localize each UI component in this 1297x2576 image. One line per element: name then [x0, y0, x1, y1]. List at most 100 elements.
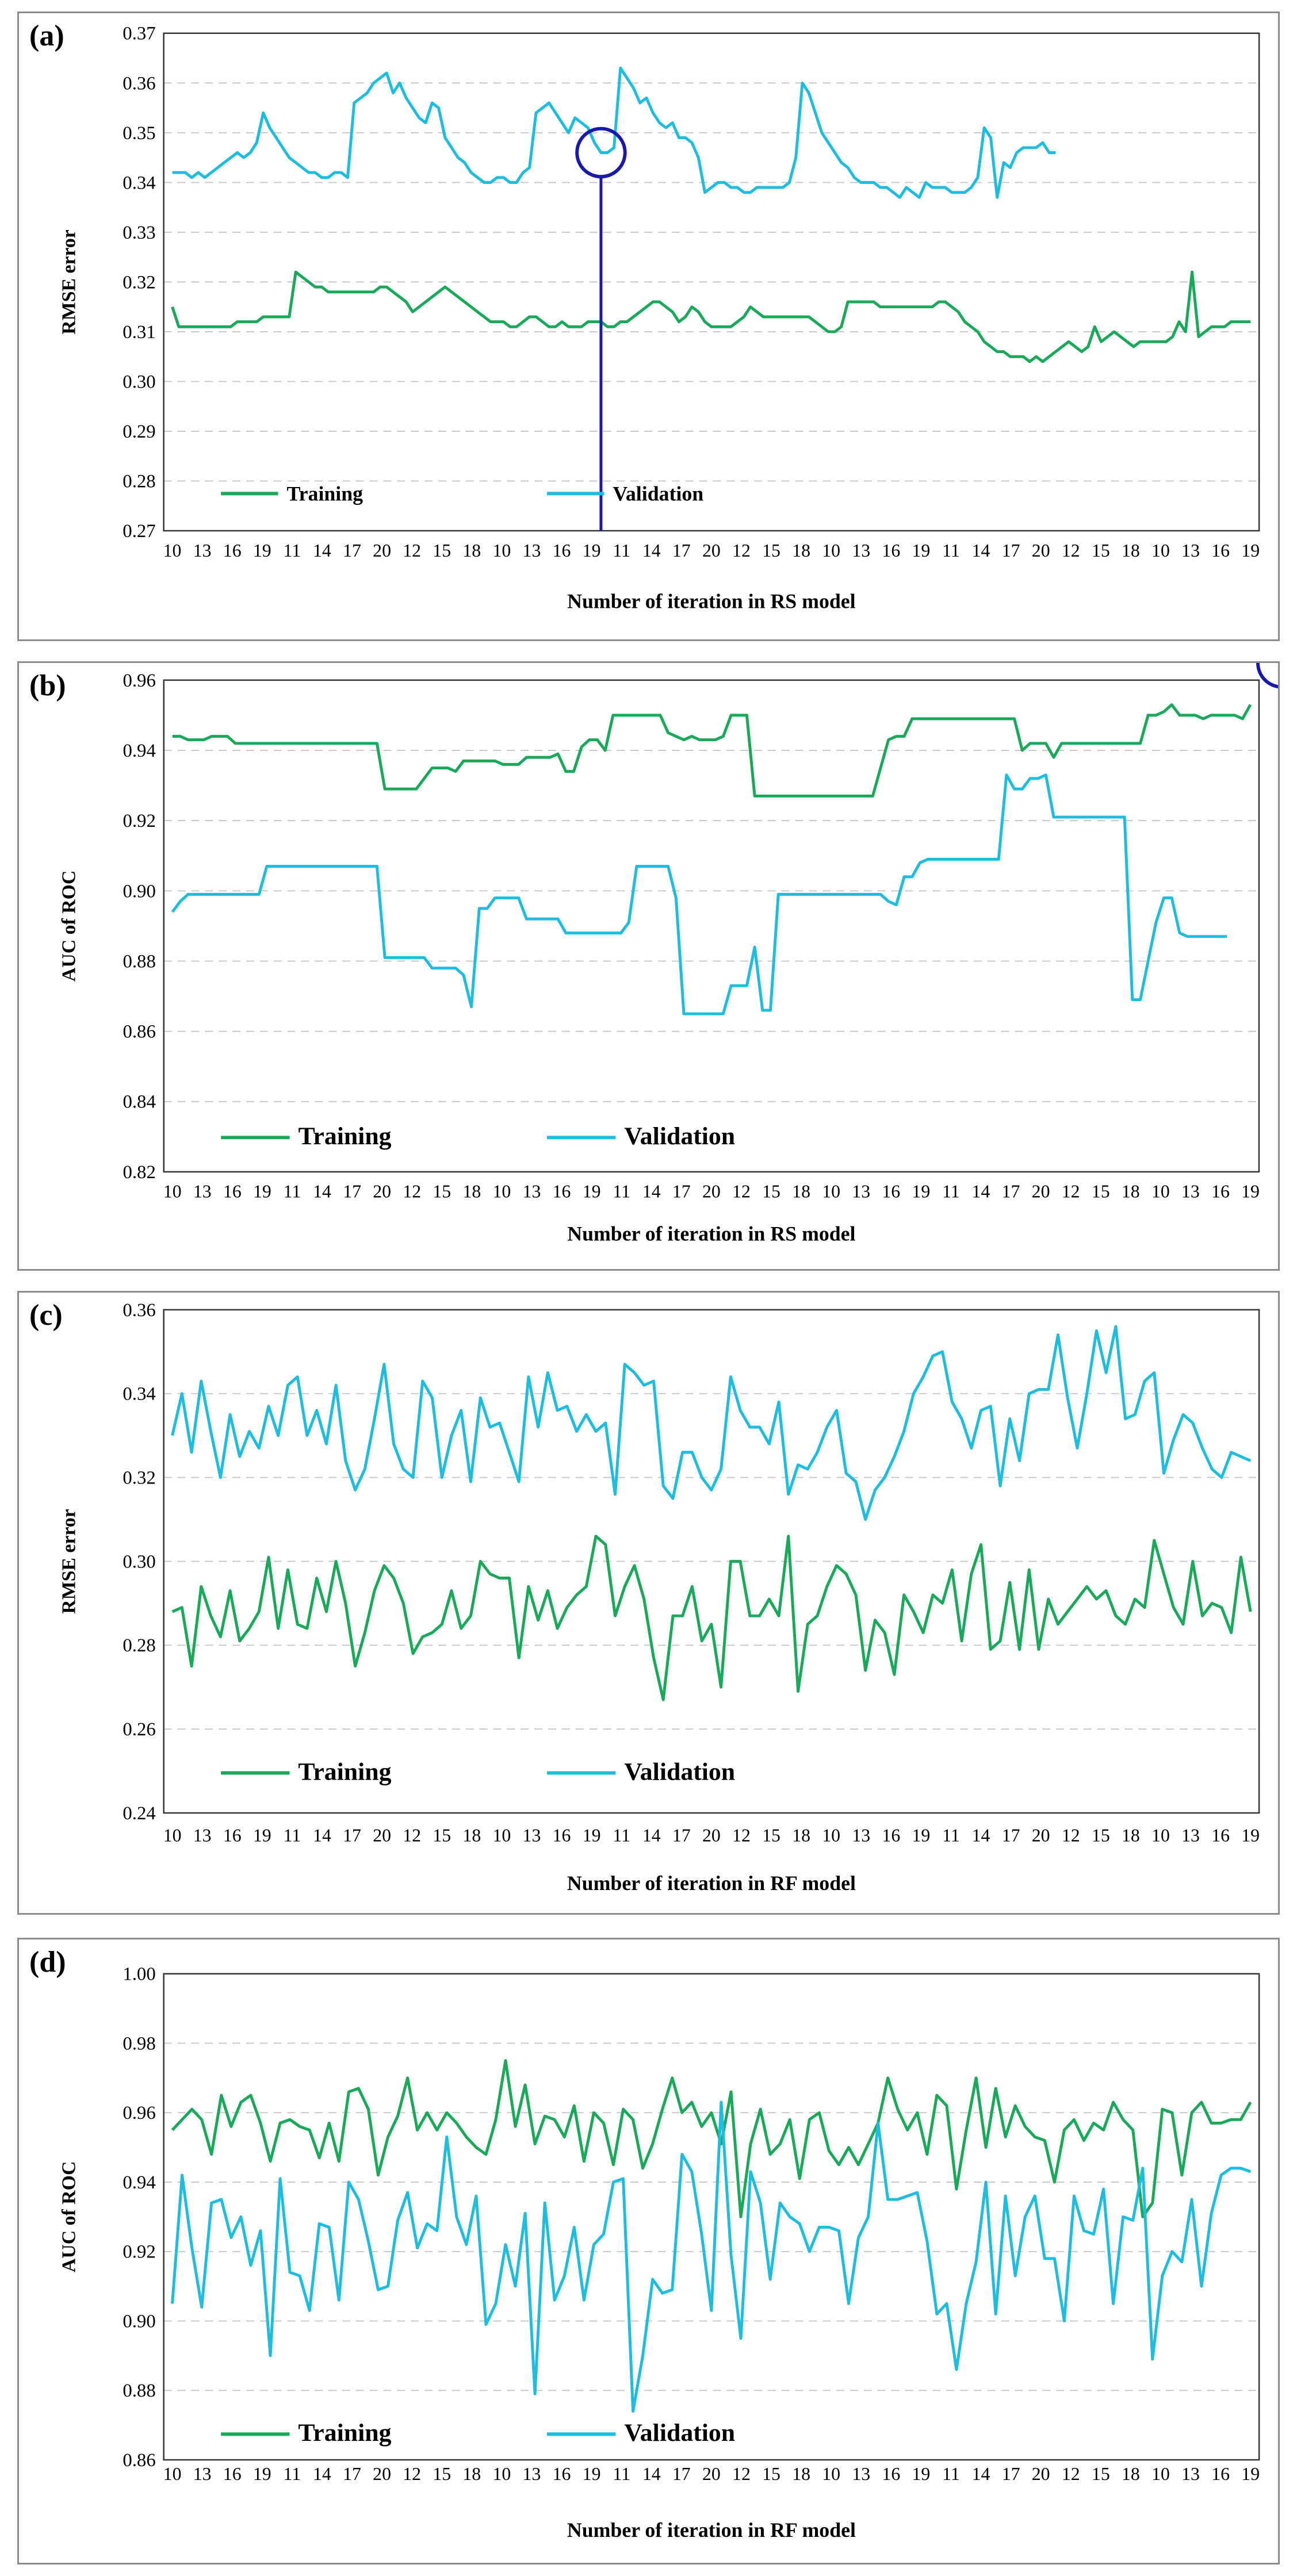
y-tick-label-b-5: 0.92: [123, 811, 155, 831]
x-tick-label-b-27: 14: [972, 1182, 990, 1202]
series-line-training-b: [172, 703, 1252, 798]
y-tick-label-a-4: 0.31: [123, 322, 155, 343]
x-tick-label-b-25: 19: [912, 1182, 930, 1202]
x-tick-label-c-21: 18: [792, 1826, 810, 1846]
x-tick-label-b-12: 13: [523, 1182, 541, 1202]
x-tick-label-a-5: 14: [313, 540, 331, 561]
x-tick-label-d-23: 13: [852, 2464, 870, 2484]
y-tick-label-c-3: 0.30: [123, 1551, 155, 1572]
y-tick-label-a-0: 0.27: [123, 521, 155, 542]
x-tick-label-d-34: 13: [1181, 2464, 1200, 2484]
x-tick-label-d-27: 14: [972, 2464, 990, 2484]
x-tick-label-a-23: 13: [852, 540, 870, 561]
series-line-validation-d: [171, 2100, 1252, 2413]
x-tick-label-b-9: 15: [433, 1182, 451, 1202]
x-tick-label-c-31: 15: [1092, 1826, 1110, 1846]
x-tick-label-b-31: 15: [1092, 1182, 1110, 1202]
y-axis-label-c: RMSE error: [59, 1509, 80, 1613]
chart-c: 0.24 0.26 0.28 0.30 0.32 0.34 0.36 10 13 16 19 11 14…: [59, 1300, 1260, 1895]
series-line-training-d: [171, 2059, 1252, 2218]
x-tick-label-b-23: 13: [852, 1182, 870, 1202]
plot-area-d: [163, 1973, 1260, 2461]
plot-area-c: [163, 1309, 1260, 1814]
y-tick-label-b-2: 0.86: [123, 1022, 155, 1042]
x-tick-label-c-11: 10: [492, 1826, 511, 1846]
y-tick-label-c-6: 0.36: [123, 1300, 155, 1321]
x-tick-label-a-33: 10: [1151, 540, 1170, 561]
chart-panel-b: 0.82 0.84 0.86 0.88 0.90 0.92 0.94 0.96 10 13 16 19…: [17, 661, 1280, 1271]
x-axis-label-c: Number of iteration in RF model: [567, 1872, 856, 1895]
x-tick-label-b-19: 12: [732, 1182, 751, 1202]
y-tick-label-a-9: 0.36: [123, 73, 155, 94]
x-tick-label-a-26: 11: [942, 540, 960, 561]
x-tick-label-c-4: 11: [284, 1826, 301, 1846]
x-tick-label-c-20: 15: [762, 1826, 781, 1846]
x-tick-label-d-33: 10: [1151, 2464, 1170, 2484]
x-tick-label-b-21: 18: [792, 1182, 810, 1202]
x-tick-label-a-6: 17: [343, 540, 361, 561]
y-tick-label-c-5: 0.34: [123, 1384, 155, 1405]
series-line-validation-a: [172, 66, 1056, 199]
x-tick-label-c-29: 20: [1032, 1826, 1050, 1846]
legend-label-validation-b: Validation: [624, 1122, 735, 1150]
x-tick-label-b-1: 13: [193, 1182, 212, 1202]
x-tick-label-c-26: 11: [942, 1826, 960, 1846]
x-tick-label-a-22: 10: [822, 540, 840, 561]
x-tick-label-b-20: 15: [762, 1182, 781, 1202]
x-tick-label-c-32: 18: [1122, 1826, 1140, 1846]
y-tick-label-c-0: 0.24: [123, 1803, 155, 1824]
x-tick-label-c-2: 16: [223, 1826, 242, 1846]
x-tick-label-b-16: 14: [642, 1182, 661, 1202]
x-tick-label-a-32: 18: [1122, 540, 1140, 561]
x-tick-label-c-16: 14: [642, 1826, 661, 1846]
x-tick-label-c-6: 17: [343, 1826, 361, 1846]
x-tick-label-d-28: 17: [1002, 2464, 1020, 2484]
x-tick-label-d-15: 11: [613, 2464, 630, 2484]
x-tick-label-b-5: 14: [313, 1182, 331, 1202]
x-tick-label-d-11: 10: [492, 2464, 511, 2484]
x-tick-label-d-3: 19: [253, 2464, 271, 2484]
x-tick-label-d-26: 11: [942, 2464, 960, 2484]
plot-area-a: [163, 32, 1260, 532]
x-tick-label-d-4: 11: [284, 2464, 301, 2484]
x-tick-label-d-36: 19: [1241, 2464, 1260, 2484]
y-tick-label-b-0: 0.82: [123, 1162, 155, 1183]
x-tick-label-a-20: 15: [762, 540, 781, 561]
x-tick-label-a-14: 19: [583, 540, 601, 561]
x-tick-label-b-24: 16: [882, 1182, 900, 1202]
x-tick-label-a-34: 13: [1181, 540, 1200, 561]
chart-d: 0.86 0.88 0.90 0.92 0.94 0.96 0.98 1.00 10 13 16 19…: [59, 1964, 1260, 2542]
x-tick-label-b-3: 19: [253, 1182, 271, 1202]
x-tick-label-b-15: 11: [613, 1182, 630, 1202]
x-tick-label-c-17: 17: [672, 1826, 691, 1846]
x-tick-label-d-16: 14: [642, 2464, 661, 2484]
legend-label-validation-d: Validation: [624, 2419, 735, 2447]
x-tick-label-d-31: 15: [1092, 2464, 1110, 2484]
y-tick-label-a-1: 0.28: [123, 471, 155, 492]
chart-panel-c: 0.24 0.26 0.28 0.30 0.32 0.34 0.36 10 13 16 19 11 14…: [17, 1291, 1280, 1915]
x-tick-label-a-16: 14: [642, 540, 661, 561]
x-axis-label-b: Number of iteration in RS model: [567, 1222, 855, 1245]
plot-area-b: [163, 679, 1260, 1173]
x-tick-label-c-14: 19: [583, 1826, 601, 1846]
panel-label-b: (b): [29, 669, 66, 702]
x-tick-label-b-7: 20: [373, 1182, 391, 1202]
x-tick-label-a-7: 20: [373, 540, 391, 561]
x-tick-label-d-7: 20: [373, 2464, 391, 2484]
x-tick-label-d-24: 16: [882, 2464, 900, 2484]
x-tick-label-d-19: 12: [732, 2464, 751, 2484]
x-tick-label-d-9: 15: [433, 2464, 451, 2484]
x-tick-label-c-8: 12: [403, 1826, 421, 1846]
y-tick-label-b-6: 0.94: [123, 741, 155, 761]
chart-a: 0.27 0.28 0.29 0.30 0.31 0.32 0.33 0.34 0.35 0.36…: [58, 24, 1260, 612]
x-tick-label-b-33: 10: [1151, 1182, 1170, 1202]
x-tick-label-b-22: 10: [822, 1182, 840, 1202]
x-tick-label-a-29: 20: [1032, 540, 1050, 561]
y-tick-label-d-2: 0.90: [123, 2311, 155, 2332]
x-tick-label-b-6: 17: [343, 1182, 361, 1202]
x-tick-label-b-4: 11: [284, 1182, 301, 1202]
x-tick-label-a-21: 18: [792, 540, 810, 561]
x-tick-label-a-10: 18: [462, 540, 481, 561]
x-tick-label-b-36: 19: [1241, 1182, 1260, 1202]
x-tick-label-b-14: 19: [583, 1182, 601, 1202]
